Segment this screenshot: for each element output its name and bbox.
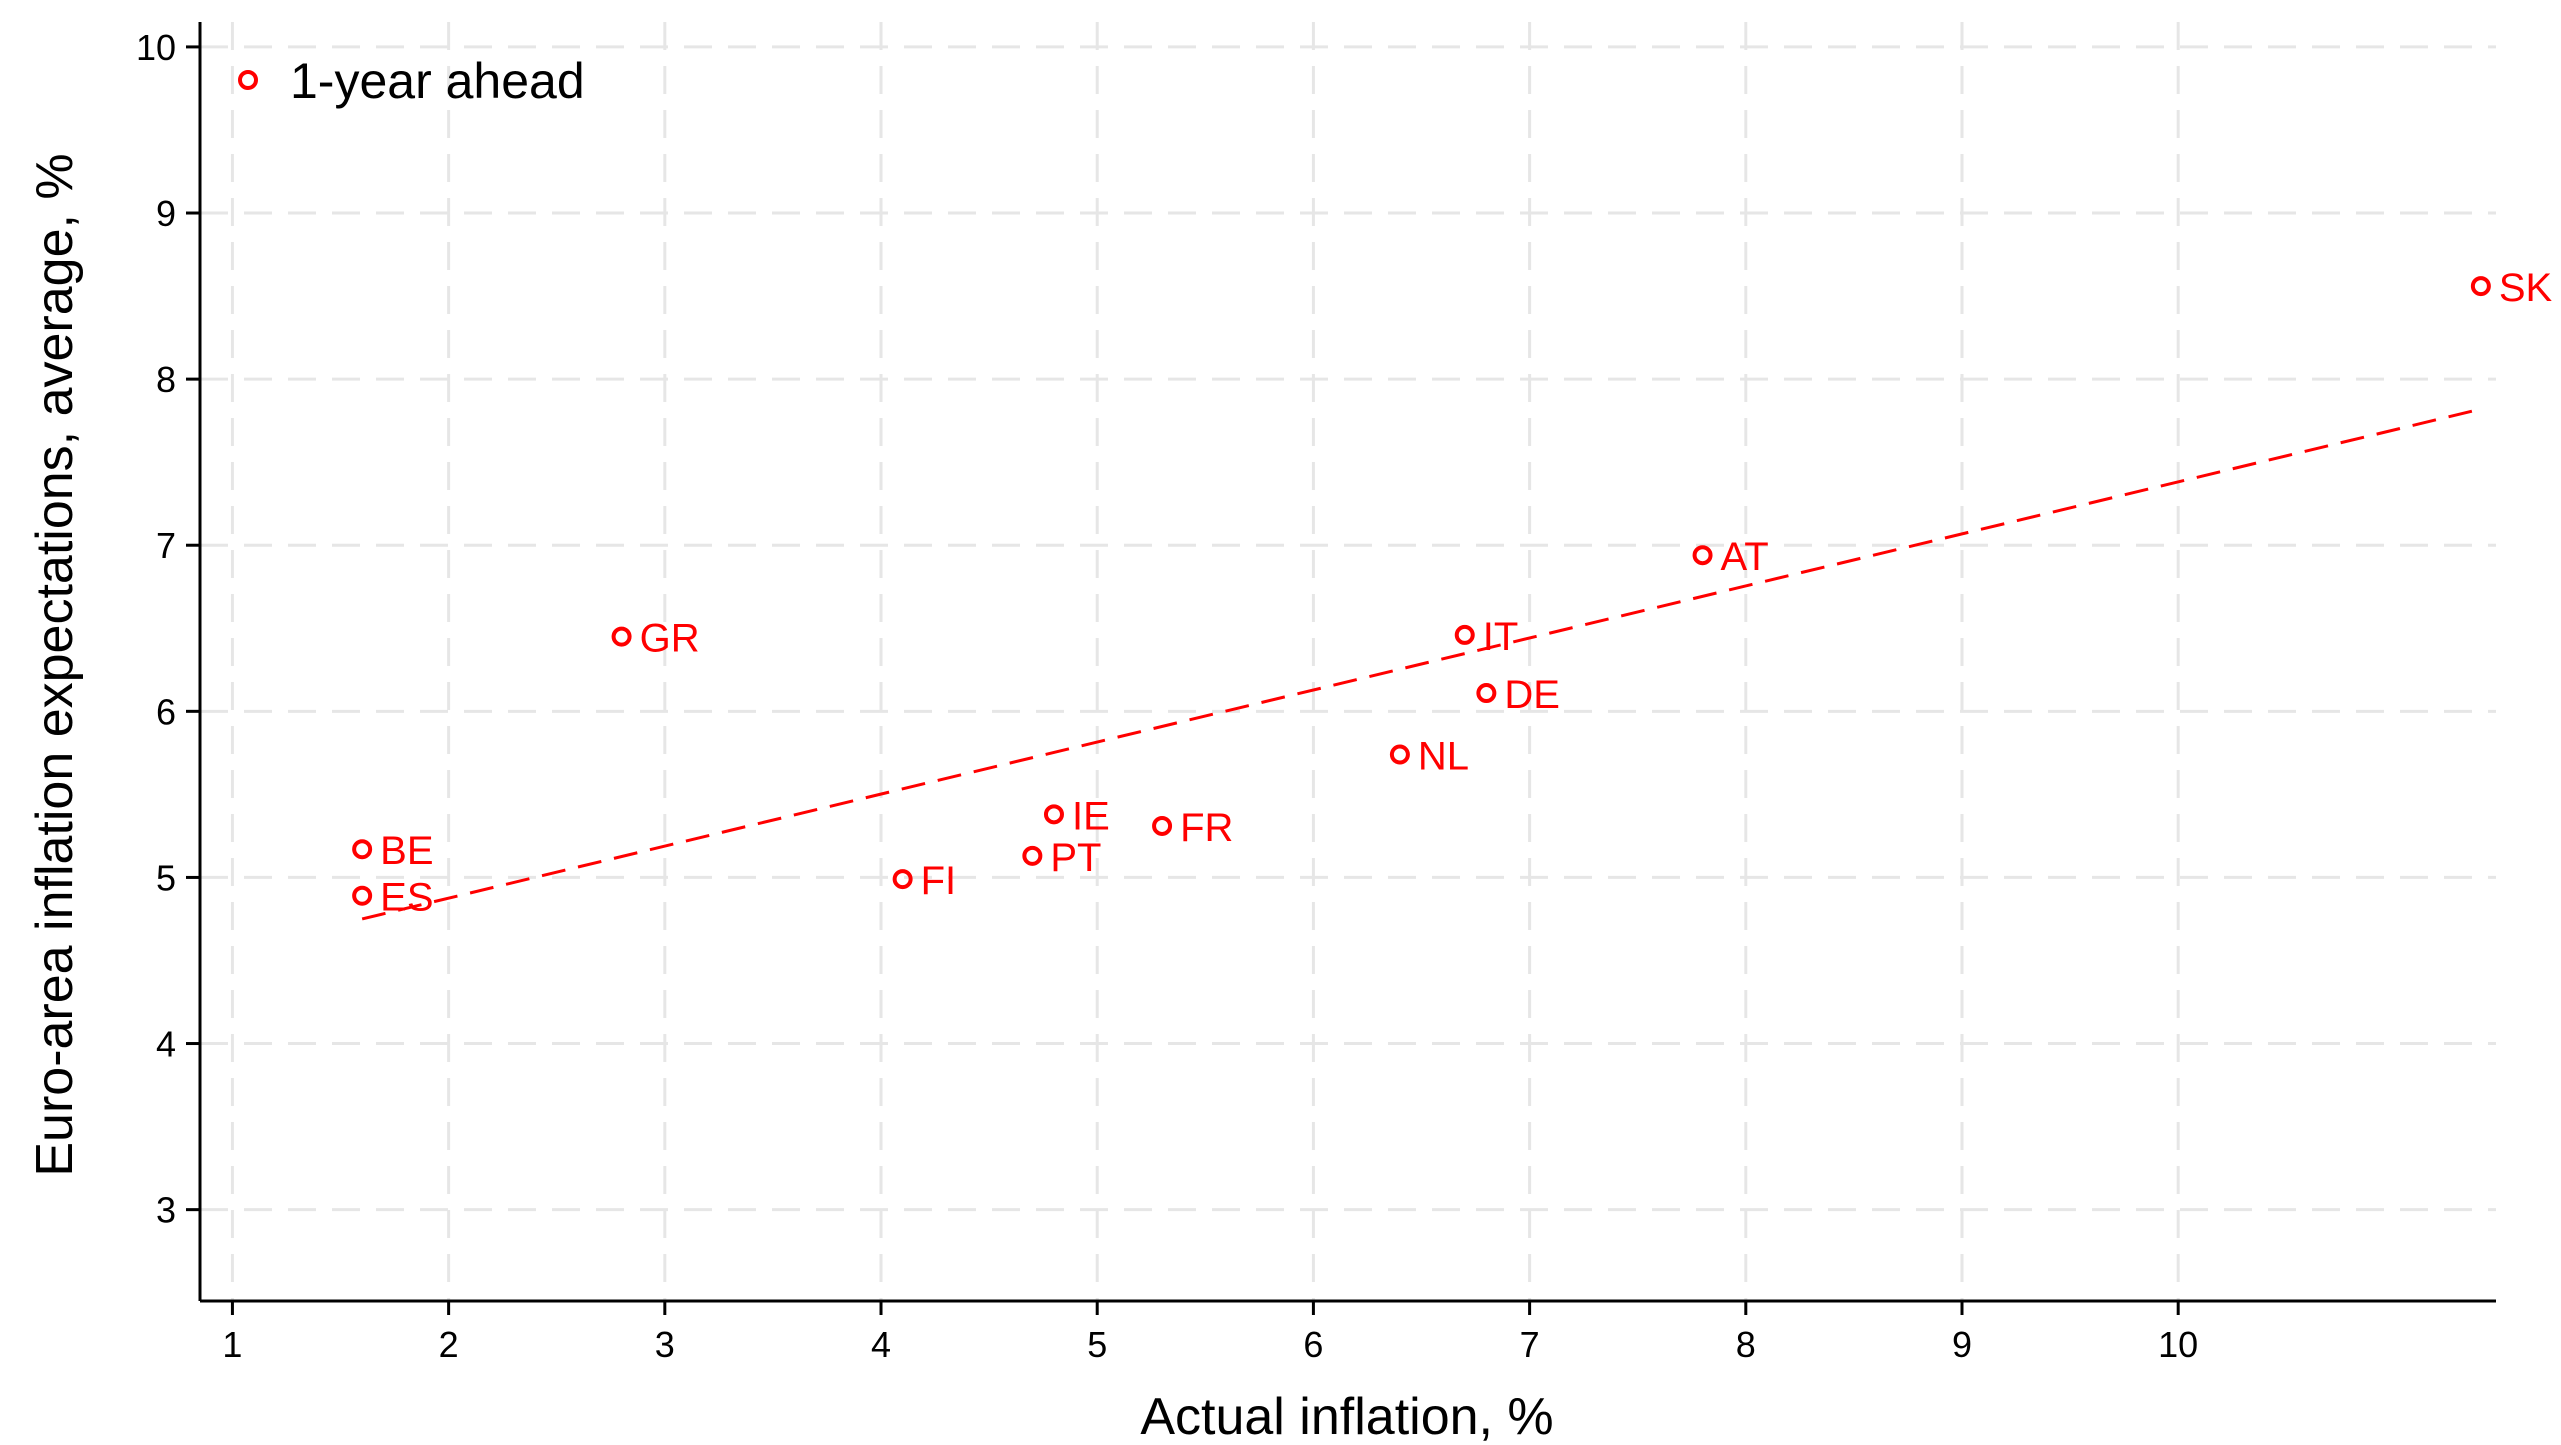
x-tick-label: 7 [1520, 1324, 1540, 1365]
y-tick-label: 3 [156, 1190, 176, 1231]
x-tick-label: 4 [871, 1324, 891, 1365]
x-tick-label: 8 [1736, 1324, 1756, 1365]
y-tick-label: 9 [156, 193, 176, 234]
point-label-de: DE [1504, 673, 1560, 717]
y-tick-label: 7 [156, 525, 176, 566]
legend: 1-year ahead [238, 53, 585, 109]
point-marker-it [1454, 624, 1475, 645]
point-label-nl: NL [1418, 735, 1469, 779]
x-tick-label: 3 [655, 1324, 675, 1365]
legend-label: 1-year ahead [290, 53, 585, 109]
point-marker-sk [2470, 276, 2491, 297]
x-tick-label: 9 [1952, 1324, 1972, 1365]
point-marker-pt [1022, 845, 1043, 866]
point-label-be: BE [380, 829, 433, 873]
y-axis-title: Euro-area inflation expectations, averag… [26, 153, 84, 1176]
point-marker-fr [1152, 815, 1173, 836]
point-label-pt: PT [1050, 836, 1101, 880]
point-marker-es [352, 885, 373, 906]
point-label-fr: FR [1180, 806, 1233, 850]
point-marker-at [1692, 545, 1713, 566]
x-tick-label: 2 [439, 1324, 459, 1365]
point-marker-fi [892, 869, 913, 890]
point-marker-ie [1043, 804, 1064, 825]
fit-line-group [361, 407, 2482, 921]
y-tick-label: 8 [156, 359, 176, 400]
point-label-it: IT [1483, 615, 1519, 659]
point-label-at: AT [1721, 535, 1769, 579]
fit-line [361, 407, 2482, 921]
point-marker-de [1476, 683, 1497, 704]
x-axis-title: Actual inflation, % [1140, 1388, 1553, 1445]
y-tick-label: 4 [156, 1024, 176, 1065]
point-label-es: ES [380, 876, 433, 920]
point-label-fi: FI [921, 859, 957, 903]
point-label-ie: IE [1072, 794, 1110, 838]
y-tick-label: 6 [156, 691, 176, 732]
y-tick-label: 10 [136, 27, 176, 68]
x-tick-label: 10 [2158, 1324, 2198, 1365]
point-label-gr: GR [640, 617, 700, 661]
x-axis-ticks: 1 2 3 4 5 6 7 8 9 10 [222, 1301, 2198, 1365]
y-tick-label: 5 [156, 857, 176, 898]
grid-lines [200, 22, 2496, 1301]
x-tick-label: 6 [1303, 1324, 1323, 1365]
point-marker-gr [611, 626, 632, 647]
legend-marker [238, 70, 258, 90]
axes [198, 22, 2496, 1303]
point-marker-nl [1389, 744, 1410, 765]
point-marker-be [352, 839, 373, 860]
x-tick-label: 1 [222, 1324, 242, 1365]
x-tick-label: 5 [1087, 1324, 1107, 1365]
y-axis-ticks: 3 4 5 6 7 8 9 10 [136, 27, 200, 1231]
point-label-sk: SK [2499, 266, 2553, 310]
